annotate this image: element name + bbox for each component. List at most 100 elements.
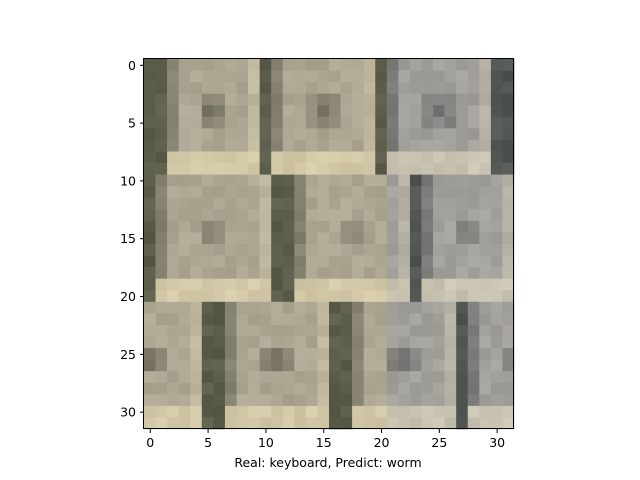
image-pixel bbox=[201, 139, 214, 152]
image-pixel bbox=[294, 139, 307, 152]
image-pixel bbox=[317, 244, 330, 256]
image-pixel bbox=[502, 290, 515, 303]
image-pixel bbox=[340, 139, 353, 152]
image-pixel bbox=[248, 313, 260, 326]
image-pixel bbox=[259, 186, 272, 199]
image-pixel bbox=[271, 336, 284, 349]
image-pixel bbox=[282, 359, 295, 372]
image-pixel bbox=[236, 313, 249, 326]
image-pixel bbox=[352, 382, 364, 395]
image-pixel bbox=[201, 324, 214, 337]
image-pixel bbox=[479, 163, 492, 175]
image-pixel bbox=[213, 186, 226, 199]
image-pixel bbox=[490, 255, 503, 268]
y-tick-label: 25 bbox=[120, 347, 136, 362]
image-pixel bbox=[386, 220, 399, 233]
y-axis: 0 5 10 15 20 25 30 bbox=[120, 58, 144, 420]
image-pixel bbox=[144, 244, 156, 256]
image-pixel bbox=[282, 220, 295, 233]
image-pixel bbox=[282, 82, 295, 94]
image-pixel bbox=[329, 267, 341, 279]
image-pixel bbox=[236, 105, 249, 118]
image-pixel bbox=[479, 232, 492, 245]
image-pixel bbox=[421, 301, 434, 314]
image-pixel bbox=[178, 70, 191, 83]
image-pixel bbox=[352, 301, 364, 314]
image-pixel bbox=[479, 116, 492, 129]
image-pixel bbox=[433, 278, 445, 291]
image-pixel bbox=[398, 59, 411, 71]
image-pixel bbox=[305, 70, 318, 83]
image-pixel bbox=[398, 405, 411, 418]
image-pixel bbox=[502, 151, 515, 164]
image-pixel bbox=[224, 359, 237, 372]
image-pixel bbox=[178, 267, 191, 279]
image-pixel bbox=[190, 174, 203, 187]
image-pixel bbox=[271, 197, 284, 210]
image-pixel bbox=[456, 278, 469, 291]
image-pixel bbox=[294, 59, 307, 71]
image-pixel bbox=[456, 394, 469, 407]
image-pixel bbox=[282, 382, 295, 395]
image-pixel bbox=[444, 186, 457, 199]
y-tick-label: 20 bbox=[120, 289, 136, 304]
image-pixel bbox=[201, 290, 214, 303]
image-pixel bbox=[167, 220, 179, 233]
image-pixel bbox=[363, 220, 376, 233]
image-pixel bbox=[467, 301, 480, 314]
image-pixel bbox=[502, 93, 515, 106]
image-pixel bbox=[421, 348, 434, 360]
image-pixel bbox=[167, 278, 179, 291]
image-pixel bbox=[155, 105, 168, 118]
image-pixel bbox=[398, 93, 411, 106]
image-pixel bbox=[490, 278, 503, 291]
image-pixel bbox=[375, 324, 388, 337]
image-pixel bbox=[294, 278, 307, 291]
image-pixel bbox=[479, 220, 492, 233]
image-pixel bbox=[409, 417, 422, 430]
image-pixel bbox=[305, 405, 318, 418]
image-pixel bbox=[224, 290, 237, 303]
image-pixel bbox=[409, 371, 422, 384]
image-pixel bbox=[375, 197, 388, 210]
image-pixel bbox=[317, 151, 330, 164]
image-pixel bbox=[144, 324, 156, 337]
image-pixel bbox=[409, 336, 422, 349]
image-pixel bbox=[155, 59, 168, 71]
image-pixel bbox=[178, 348, 191, 360]
image-pixel bbox=[224, 174, 237, 187]
image-pixel bbox=[398, 105, 411, 118]
image-pixel bbox=[467, 324, 480, 337]
image-pixel bbox=[409, 82, 422, 94]
image-pixel bbox=[224, 82, 237, 94]
image-pixel bbox=[282, 116, 295, 129]
image-pixel bbox=[340, 151, 353, 164]
image-pixel bbox=[352, 267, 364, 279]
image-pixel bbox=[352, 313, 364, 326]
image-pixel bbox=[467, 313, 480, 326]
image-pixel bbox=[236, 301, 249, 314]
image-pixel bbox=[456, 324, 469, 337]
image-pixel bbox=[224, 255, 237, 268]
image-pixel bbox=[444, 139, 457, 152]
image-pixel bbox=[201, 394, 214, 407]
image-pixel bbox=[178, 290, 191, 303]
image-pixel bbox=[490, 116, 503, 129]
y-tick-label: 15 bbox=[120, 231, 136, 246]
image-pixel bbox=[282, 290, 295, 303]
image-pixel bbox=[502, 417, 515, 430]
image-pixel bbox=[363, 232, 376, 245]
image-pixel bbox=[398, 128, 411, 141]
image-pixel bbox=[340, 417, 353, 430]
image-pixel bbox=[363, 59, 376, 71]
image-pixel bbox=[502, 405, 515, 418]
image-pixel bbox=[282, 336, 295, 349]
image-pixel bbox=[224, 244, 237, 256]
image-pixel bbox=[398, 267, 411, 279]
image-pixel bbox=[155, 278, 168, 291]
image-pixel bbox=[271, 313, 284, 326]
image-pixel bbox=[467, 336, 480, 349]
image-pixel bbox=[479, 313, 492, 326]
image-pixel bbox=[190, 139, 203, 152]
image-pixel bbox=[248, 290, 260, 303]
